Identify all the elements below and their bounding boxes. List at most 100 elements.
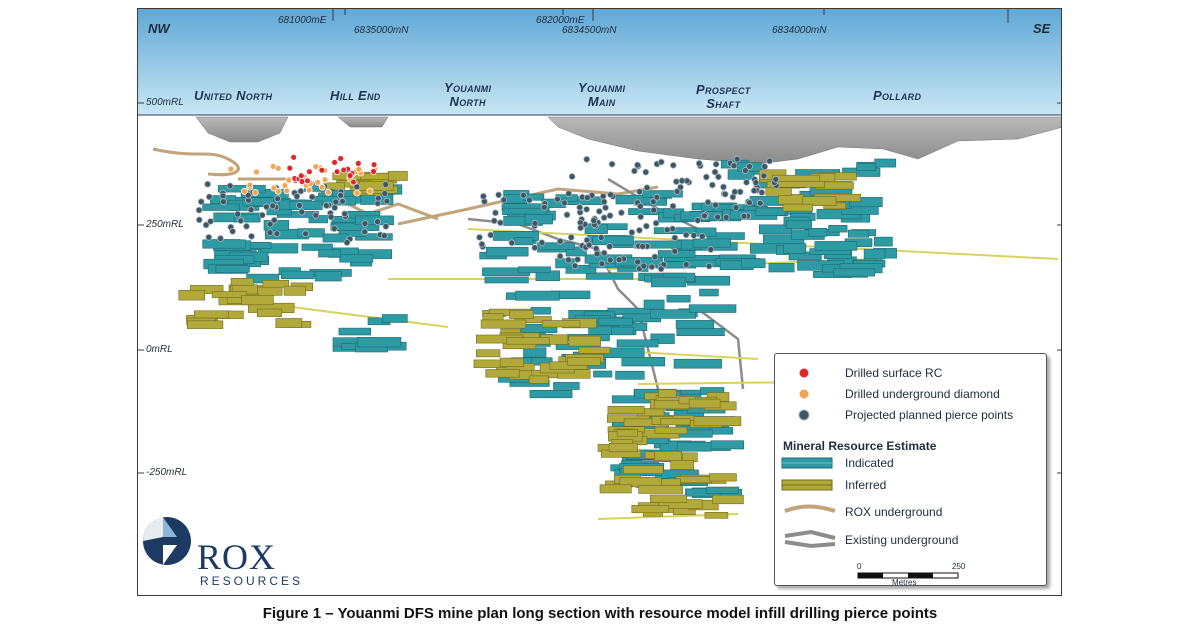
legend-surface-rc: Drilled surface RC — [845, 366, 943, 380]
planned-pierce-point — [583, 194, 591, 202]
planned-pierce-point — [217, 235, 224, 242]
inferred-block — [541, 320, 581, 328]
underground-diamond-point — [321, 176, 329, 184]
planned-pierce-point — [643, 184, 651, 192]
indicated-block — [484, 276, 529, 284]
planned-pierce-point — [205, 233, 213, 241]
easting-label-1: 681000mE — [278, 15, 327, 26]
planned-pierce-point — [650, 206, 658, 214]
legend-rox-underground: ROX underground — [845, 505, 943, 519]
indicated-block — [502, 207, 548, 215]
planned-pierce-point — [274, 195, 282, 203]
inferred-block — [693, 416, 742, 427]
area-label-united-north: United North — [194, 88, 273, 103]
inferred-block — [616, 429, 638, 437]
planned-pierce-point — [682, 231, 690, 239]
surface-rc-points — [286, 153, 378, 186]
surface-rc-point — [286, 164, 294, 172]
planned-pierce-point — [339, 197, 346, 205]
planned-pierce-point — [197, 198, 205, 206]
planned-pierce-point — [382, 181, 390, 188]
planned-pierce-point — [269, 202, 277, 210]
inferred-block — [712, 494, 744, 505]
planned-pierce-point — [585, 241, 593, 249]
planned-pierce-point — [219, 192, 227, 200]
indicated-block — [755, 207, 786, 216]
planned-pierce-point — [195, 216, 203, 224]
planned-pierce-point — [636, 202, 644, 210]
planned-pierce-point — [711, 168, 719, 176]
planned-pierce-point — [598, 260, 606, 268]
united-north-pit — [195, 116, 289, 143]
indicated-block — [530, 307, 551, 315]
northing-label-3: 6834000mN — [772, 25, 827, 36]
planned-pierce-point — [636, 188, 644, 196]
surface-rc-point — [305, 168, 313, 176]
inferred-block — [387, 171, 408, 181]
planned-pierce-point — [649, 198, 657, 206]
planned-pierce-point — [740, 212, 748, 220]
indicated-block — [873, 236, 893, 247]
planned-pierce-point — [487, 231, 495, 239]
planned-pierce-point — [519, 191, 527, 199]
planned-pierce-point — [556, 252, 564, 260]
sky-band — [138, 9, 1061, 115]
orange-dot-icon — [798, 388, 810, 400]
rl-label-minus-250: -250mRL — [146, 467, 188, 478]
planned-pierce-point — [701, 212, 708, 220]
planned-pierce-point — [361, 220, 369, 228]
planned-pierce-point — [733, 155, 741, 163]
indicated-block — [524, 214, 553, 225]
indicated-block — [699, 288, 719, 297]
planned-pierce-point — [698, 232, 706, 240]
surface-rc-point — [337, 155, 345, 162]
surface-rc-point — [354, 159, 362, 167]
planned-pierce-point — [327, 213, 335, 221]
planned-pierce-point — [341, 210, 349, 218]
se-corner-label: SE — [1033, 21, 1051, 36]
indicated-block — [676, 441, 712, 452]
planned-pierce-point — [677, 183, 684, 191]
planned-pierce-point — [270, 216, 278, 224]
legend-existing-underground: Existing underground — [845, 533, 959, 547]
main-pit — [547, 116, 1061, 165]
inferred-block — [607, 405, 645, 415]
planned-pierce-point — [746, 163, 753, 170]
rox-logo-subtitle: RESOURCES — [200, 574, 304, 588]
planned-pierce-point — [712, 160, 720, 168]
planned-pierce-point — [478, 240, 486, 248]
planned-pierce-point — [615, 256, 623, 264]
planned-pierce-point — [721, 190, 729, 198]
underground-diamond-point — [251, 189, 259, 196]
planned-pierce-point — [602, 204, 609, 212]
planned-pierce-point — [297, 187, 305, 195]
indicated-block — [616, 339, 659, 348]
inferred-block — [654, 426, 688, 435]
inferred-block — [509, 310, 534, 319]
planned-pierce-point — [760, 172, 768, 180]
legend-inferred: Inferred — [845, 478, 887, 492]
indicated-block — [593, 370, 613, 378]
planned-pierce-point — [374, 194, 382, 202]
surface-rc-point — [333, 168, 341, 176]
planned-pierce-point — [576, 203, 584, 211]
inferred-block — [485, 369, 520, 378]
indicated-block — [688, 304, 737, 313]
planned-pierce-point — [617, 209, 625, 217]
planned-pierce-point — [678, 177, 686, 185]
planned-pierce-point — [234, 210, 242, 218]
planned-pierce-point — [308, 193, 316, 201]
indicated-block — [675, 320, 715, 329]
planned-pierce-point — [732, 204, 740, 211]
planned-pierce-point — [302, 230, 310, 238]
indicated-block — [786, 220, 812, 229]
inferred-block — [638, 485, 683, 494]
planned-pierce-point — [583, 205, 591, 213]
inferred-block — [190, 285, 224, 294]
indicated-block — [318, 249, 342, 258]
planned-pierce-point — [508, 239, 516, 247]
planned-pierce-point — [374, 218, 382, 226]
planned-pierce-point — [565, 256, 572, 264]
planned-pierce-point — [538, 239, 546, 247]
planned-pierce-point — [640, 262, 648, 270]
